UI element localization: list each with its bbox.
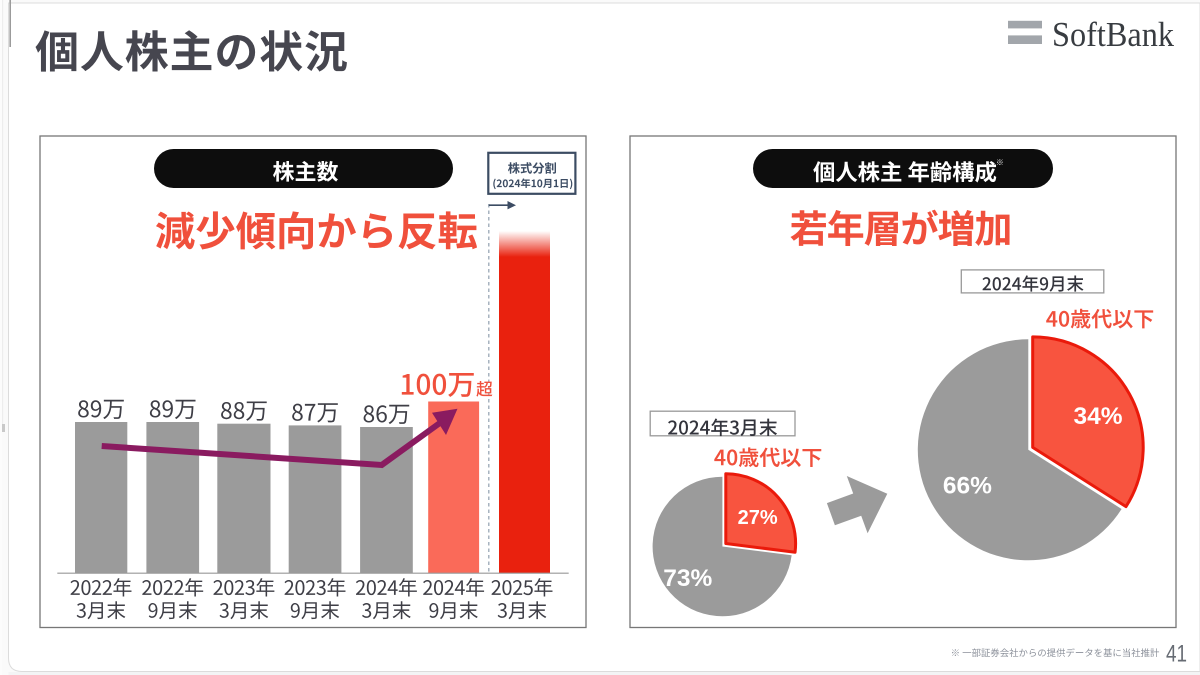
svg-text:66%: 66%	[943, 472, 992, 499]
svg-text:SoftBank: SoftBank	[1052, 15, 1174, 54]
svg-text:73%: 73%	[663, 565, 712, 592]
svg-text:34%: 34%	[1073, 403, 1122, 430]
svg-text:27%: 27%	[738, 507, 778, 529]
svg-text:41: 41	[1166, 641, 1187, 668]
